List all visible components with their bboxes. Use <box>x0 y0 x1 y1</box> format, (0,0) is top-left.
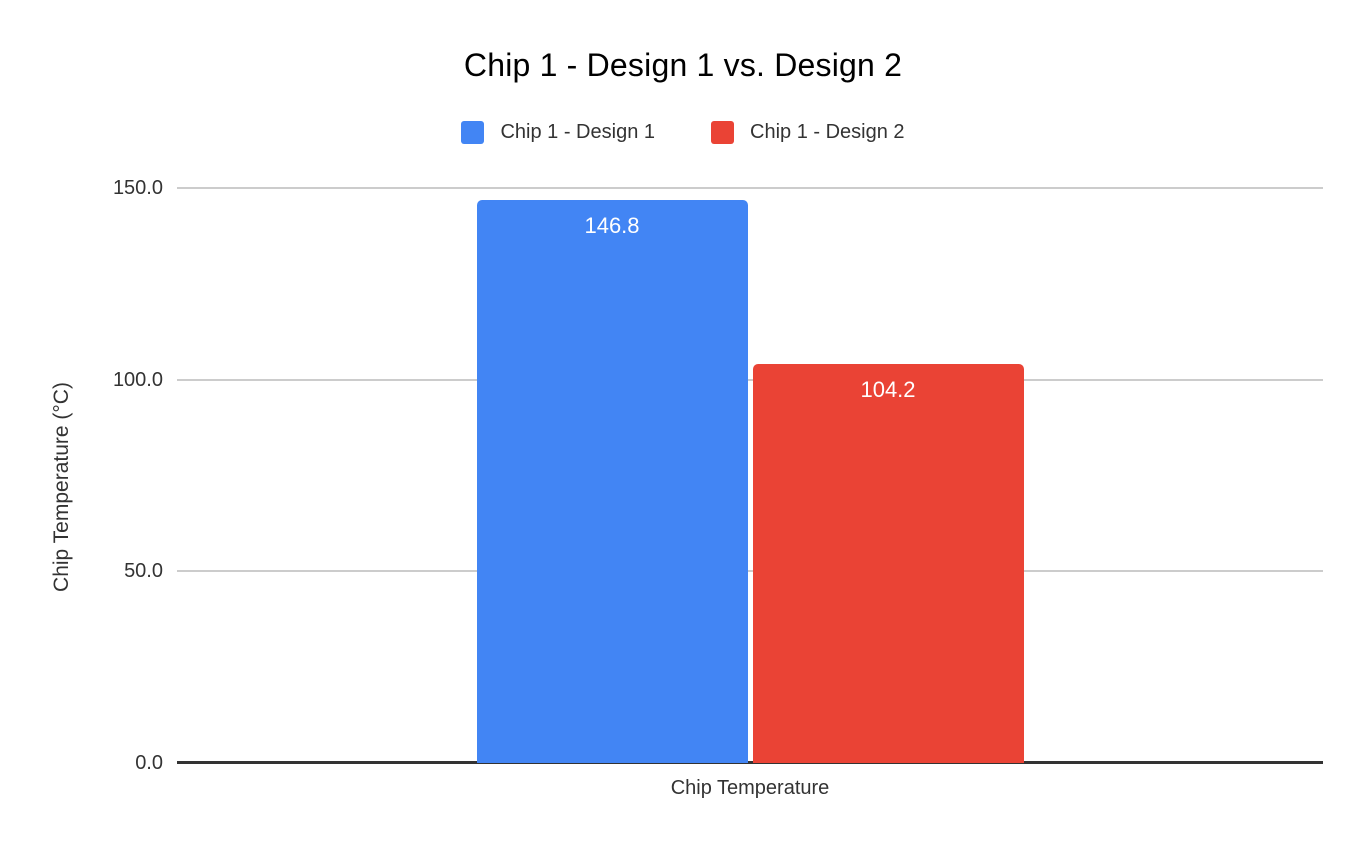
gridline <box>177 187 1323 189</box>
y-tick-label: 50.0 <box>124 560 163 583</box>
bar-series-1: 146.8 <box>476 200 748 763</box>
legend-color-swatch <box>461 121 485 144</box>
y-tick-label: 0.0 <box>135 752 163 774</box>
chart-title: Chip 1 - Design 1 vs. Design 2 <box>463 47 903 83</box>
legend-item-1: Chip 1 - Design 1 <box>461 121 655 144</box>
x-axis-line <box>177 761 1323 764</box>
y-tick-label: 150.0 <box>112 177 163 199</box>
legend: Chip 1 - Design 1 Chip 1 - Design 2 <box>0 121 1366 144</box>
gridline <box>177 570 1323 573</box>
legend-label: Chip 1 - Design 1 <box>500 121 655 143</box>
y-tick-label: 100.0 <box>112 368 163 391</box>
gridline <box>177 378 1323 381</box>
legend-label: Chip 1 - Design 2 <box>750 121 905 143</box>
bar-series-2: 104.2 <box>752 363 1024 763</box>
x-axis-category-label: Chip Temperature <box>670 777 830 799</box>
bar-value-label: 104.2 <box>860 376 916 402</box>
bar-value-label: 146.8 <box>584 213 640 239</box>
legend-color-swatch <box>711 121 734 144</box>
legend-item-2: Chip 1 - Design 2 <box>711 121 905 144</box>
